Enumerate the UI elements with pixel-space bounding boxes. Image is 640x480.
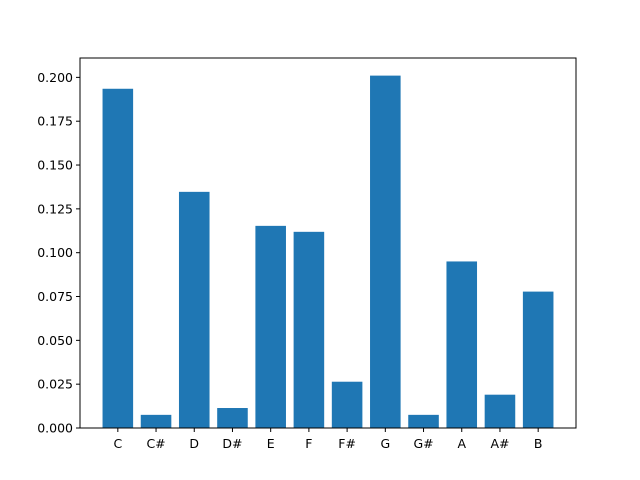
bar-d — [178, 191, 210, 428]
bar-g-sharp — [408, 414, 439, 428]
y-tick-label: 0.150 — [37, 158, 73, 173]
x-tick-label: G — [380, 436, 390, 451]
x-tick-label: D# — [222, 436, 242, 451]
x-tick-label: G# — [413, 436, 433, 451]
y-tick-label: 0.125 — [37, 201, 73, 216]
x-tick-label: B — [534, 436, 543, 451]
y-tick-label: 0.175 — [37, 114, 73, 129]
bar-a — [446, 261, 478, 428]
x-tick-label: A# — [490, 436, 509, 451]
x-tick-label: C# — [146, 436, 165, 451]
bar-c — [102, 88, 134, 429]
x-tick-label: E — [267, 436, 275, 451]
bar-g — [370, 75, 401, 428]
bars-group — [102, 75, 554, 429]
y-axis: 0.000 0.025 0.050 0.075 0.100 0.125 0.150 0.175… — [37, 70, 80, 436]
y-tick-label: 0.200 — [37, 70, 73, 85]
bar-c-sharp — [140, 414, 172, 428]
bar-d-sharp — [217, 408, 248, 428]
x-tick-label: C — [113, 436, 122, 451]
x-tick-label: F# — [338, 436, 356, 451]
x-tick-label: F — [305, 436, 312, 451]
bar-e — [255, 225, 286, 428]
bar-f-sharp — [331, 381, 363, 428]
y-tick-label: 0.025 — [37, 377, 73, 392]
y-tick-label: 0.000 — [37, 421, 73, 436]
bar-f — [293, 231, 325, 428]
bar-a-sharp — [484, 394, 516, 428]
y-tick-label: 0.050 — [37, 333, 73, 348]
x-tick-label: A — [457, 436, 466, 451]
y-tick-label: 0.100 — [37, 245, 73, 260]
x-tick-label: D — [189, 436, 199, 451]
bar-b — [522, 291, 554, 428]
x-axis: C C# D D# E F F# G G# A A# B — [113, 428, 542, 451]
plot-frame — [79, 57, 577, 429]
y-tick-label: 0.075 — [37, 289, 73, 304]
